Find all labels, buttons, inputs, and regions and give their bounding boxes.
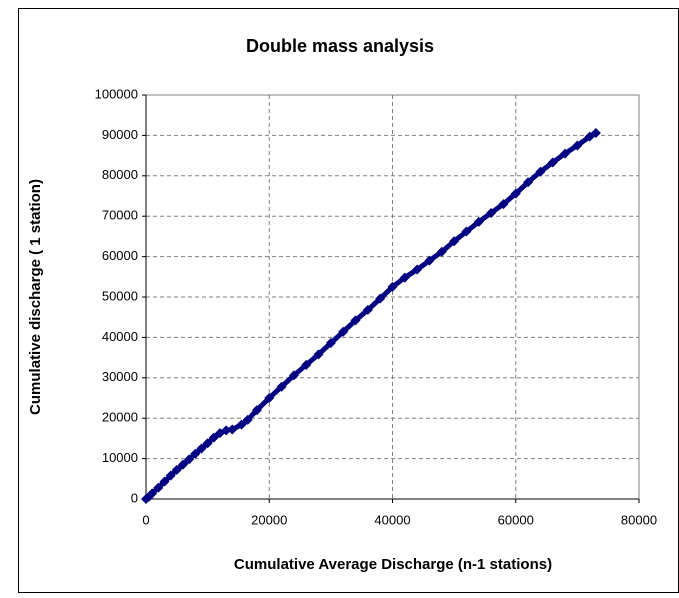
x-tick-label: 40000 [374,512,410,527]
data-point [242,414,253,425]
data-point [424,255,435,266]
data-point [184,454,195,465]
data-point [236,419,247,430]
x-tick-label: 60000 [498,512,534,527]
x-axis-label: Cumulative Average Discharge (n-1 statio… [234,556,552,573]
data-point [264,393,275,403]
x-tick-label: 80000 [621,512,657,527]
y-tick-label: 0 [131,490,138,505]
y-tick-label: 20000 [102,410,138,425]
data-point [177,459,188,470]
data-point [461,226,472,237]
y-tick-label: 10000 [102,450,138,465]
x-tick-label: 0 [142,512,149,527]
data-point [535,166,546,177]
data-point [387,281,398,292]
data-point [572,140,583,151]
y-tick-label: 70000 [102,208,138,223]
data-point [449,236,460,247]
data-point [473,216,484,227]
data-point [375,293,386,304]
y-tick-label: 40000 [102,329,138,344]
data-point [590,127,601,138]
data-point [171,464,182,475]
y-tick-label: 50000 [102,288,138,303]
y-tick-label: 90000 [102,127,138,142]
data-point [399,272,410,283]
data-point [221,425,232,436]
data-point [510,188,521,199]
y-tick-label: 100000 [95,86,138,101]
data-point [486,207,497,218]
y-tick-label: 80000 [102,167,138,182]
data-point [288,370,299,381]
data-point [196,443,207,454]
chart-title: Double mass analysis [246,36,434,56]
data-point [159,476,170,487]
data-point [190,448,201,459]
data-point [153,482,164,493]
y-tick-label: 60000 [102,248,138,263]
y-axis-label: Cumulative discharge ( 1 station) [27,179,44,415]
x-tick-label: 20000 [251,512,287,527]
data-point [498,199,509,210]
data-point [560,148,571,159]
data-point [436,246,447,257]
data-point [276,381,287,392]
data-point [227,424,238,435]
data-point [165,470,176,481]
data-point [313,349,324,360]
data-point [523,177,534,188]
data-point [547,157,558,168]
data-point [147,488,158,499]
data-point [325,338,336,349]
data-point [362,304,373,315]
data-point [350,315,361,326]
data-point [301,359,312,370]
data-point [208,432,219,443]
data-point [338,326,349,337]
data-point [412,264,423,275]
data-point [202,438,213,449]
data-point [251,405,262,416]
y-tick-label: 30000 [102,369,138,384]
